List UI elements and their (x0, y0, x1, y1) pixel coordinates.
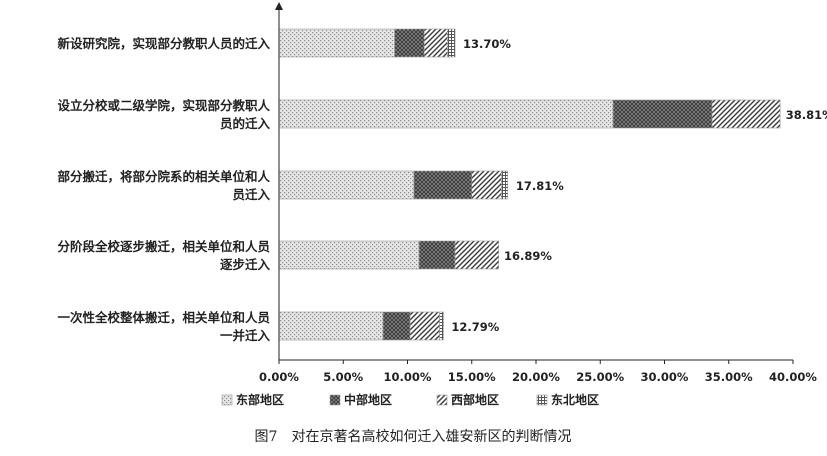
category-label: 员的迁入 (220, 116, 271, 131)
category-label: 一次性全校整体搬迁，相关单位和人员 (57, 310, 270, 325)
legend-label: 中部地区 (344, 392, 392, 407)
total-label: 13.70% (463, 37, 511, 51)
x-tick-label: 20.00% (512, 370, 560, 384)
category-label: 分阶段全校逐步搬迁，相关单位和人员 (57, 239, 270, 254)
legend-label: 东部地区 (236, 392, 284, 407)
bar-segment (278, 99, 614, 129)
total-label: 16.89% (504, 249, 552, 263)
legend-swatch (221, 394, 233, 406)
bar-segment (394, 28, 425, 58)
bar-segment (447, 28, 456, 58)
bar-segment (278, 170, 415, 200)
bar-segment (423, 28, 448, 58)
category-label: 一并迁入 (220, 328, 271, 343)
category-label: 部分搬迁，将部分院系的相关单位和人 (57, 169, 270, 184)
y-axis-arrow (275, 2, 283, 10)
bar-segment (413, 170, 473, 200)
x-tick-label: 10.00% (384, 370, 432, 384)
bar-segment (278, 28, 395, 58)
x-tick-label: 0.00% (259, 370, 299, 384)
category-label: 设立分校或二级学院，实现部分教职人 (57, 98, 270, 113)
x-tick-label: 5.00% (323, 370, 363, 384)
total-label: 38.81% (786, 108, 827, 122)
legend: 东部地区 中部地区 西部地区 东北地区 (221, 392, 599, 407)
x-tick-label: 35.00% (705, 370, 753, 384)
total-label: 12.79% (451, 320, 499, 334)
bar-segment (382, 311, 411, 341)
figure-caption: 图7 对在京著名高校如何迁入雄安新区的判断情况 (255, 428, 572, 445)
bar-segment (278, 240, 420, 270)
total-label: 17.81% (516, 179, 564, 193)
category-label: 逐步迁入 (220, 257, 271, 272)
legend-label: 西部地区 (451, 392, 499, 407)
bar-segment (409, 311, 440, 341)
bars-layer: 13.70% 38.81% 17.81% 16.89% 12.79% (278, 28, 827, 341)
bar-segment (418, 240, 456, 270)
legend-swatch (536, 394, 548, 406)
x-tick-label: 30.00% (641, 370, 689, 384)
bar-segment (612, 99, 713, 129)
x-tick-label: 40.00% (769, 370, 817, 384)
bar-segment (278, 311, 384, 341)
bar-segment (471, 170, 502, 200)
legend-label: 东北地区 (551, 392, 599, 407)
bar-segment (501, 170, 509, 200)
bar-segment (711, 99, 781, 129)
axes: 新设研究院，实现部分教职人员的迁入设立分校或二级学院，实现部分教职人员的迁入部分… (57, 2, 817, 384)
x-tick-label: 15.00% (448, 370, 496, 384)
legend-swatch (329, 394, 341, 406)
bar-segment (454, 240, 500, 270)
category-label: 新设研究院，实现部分教职人员的迁入 (57, 36, 270, 51)
legend-swatch (436, 394, 448, 406)
category-label: 员迁入 (232, 187, 270, 202)
x-tick-label: 25.00% (576, 370, 624, 384)
bar-segment (439, 311, 444, 341)
